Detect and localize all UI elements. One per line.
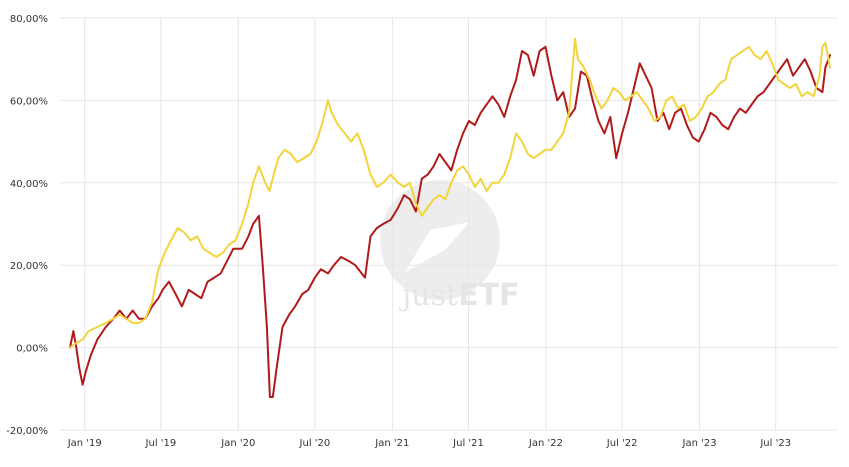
y-tick-label: 40,00% (10, 179, 48, 190)
y-tick-label: 80,00% (10, 14, 48, 25)
watermark-arrow-icon (405, 222, 470, 272)
watermark-text-prefix: just (399, 278, 458, 313)
x-tick-label: Jan '23 (682, 438, 717, 449)
x-tick-label: Jul '20 (299, 438, 331, 449)
y-axis: 80,00% 60,00% 40,00% 20,00% 0,00% -20,00% (6, 14, 48, 437)
y-tick-label: 60,00% (10, 96, 48, 107)
y-tick-label: 0,00% (16, 344, 48, 355)
watermark-text-suffix: ETF (458, 278, 519, 313)
x-tick-label: Jan '22 (528, 438, 563, 449)
x-tick-label: Jul '23 (759, 438, 791, 449)
gridlines (60, 17, 838, 431)
x-axis: Jan '19 Jul '19 Jan '20 Jul '20 Jan '21 Jul '… (67, 438, 791, 449)
y-tick-label: -20,00% (6, 426, 48, 437)
x-tick-label: Jul '22 (606, 438, 638, 449)
justetf-watermark: justETF (380, 180, 520, 313)
series-line-yellow (69, 37, 831, 349)
series-lines (69, 37, 831, 398)
watermark-text: justETF (399, 278, 520, 313)
x-tick-label: Jan '19 (67, 438, 102, 449)
x-tick-label: Jul '19 (145, 438, 177, 449)
x-tick-label: Jan '21 (374, 438, 409, 449)
x-tick-label: Jan '20 (220, 438, 255, 449)
y-tick-label: 20,00% (10, 261, 48, 272)
x-tick-label: Jul '21 (452, 438, 484, 449)
series-line-red (69, 45, 831, 398)
